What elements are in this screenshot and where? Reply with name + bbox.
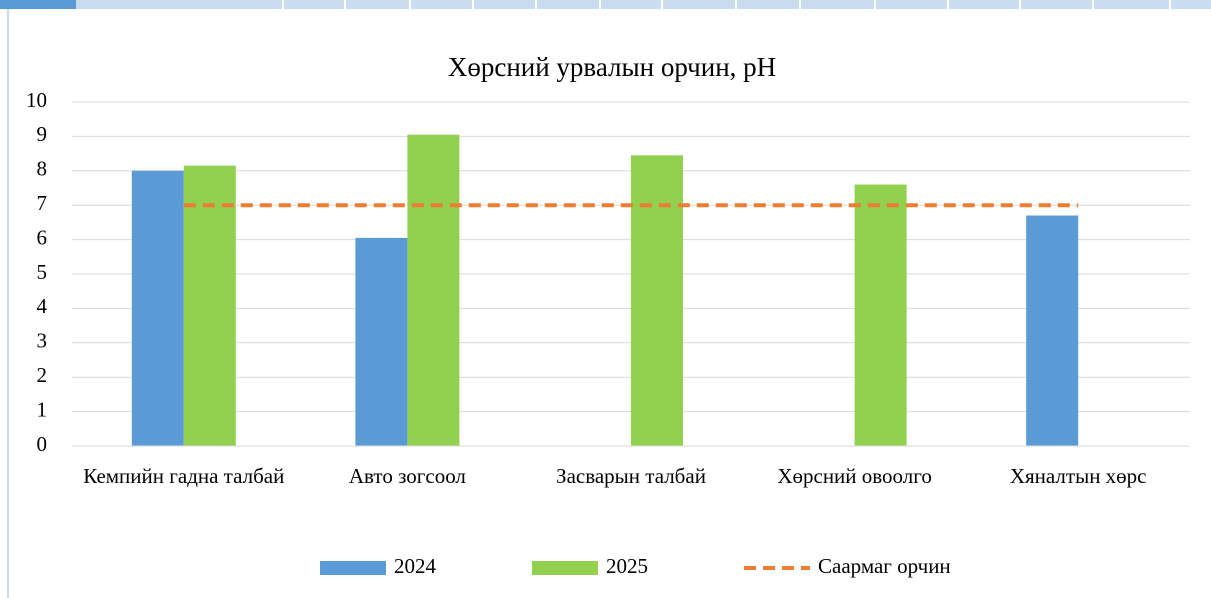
y-tick-label: 3 [37,329,48,353]
legend-label: Саармаг орчин [818,554,951,578]
y-tick-label: 0 [37,432,48,456]
y-tick-label: 5 [37,260,48,284]
y-tick-label: 10 [26,88,47,112]
bar [183,165,236,446]
y-tick-label: 2 [37,363,48,387]
legend-label: 2024 [394,554,437,578]
bar [131,170,184,447]
y-tick-label: 9 [37,122,48,146]
y-tick-label: 6 [37,225,48,249]
x-tick-label: Авто зогсоол [349,464,466,488]
y-tick-label: 1 [37,397,48,421]
bar [355,237,408,446]
x-tick-label: Хөрсний овоолго [777,464,932,488]
x-tick-label: Засварын талбай [556,464,706,488]
legend-label: 2025 [606,554,648,578]
x-tick-label: Кемпийн гадна талбай [83,464,284,488]
bar [631,155,683,446]
bar [854,184,907,446]
y-tick-label: 8 [37,157,48,181]
bar [407,134,460,446]
legend-swatch [320,561,386,575]
bar [1026,215,1079,446]
legend-swatch [532,561,598,575]
chart-title: Хөрсний урвалын орчин, pH [448,52,776,82]
y-tick-label: 4 [37,294,48,318]
y-tick-label: 7 [37,191,48,215]
x-tick-label: Хяналтын хөрс [1010,464,1147,488]
